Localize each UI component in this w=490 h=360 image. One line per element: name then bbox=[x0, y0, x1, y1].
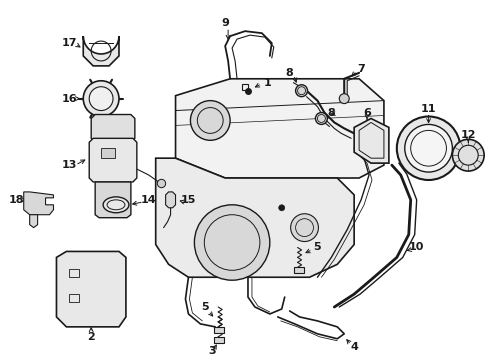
Text: 16: 16 bbox=[62, 94, 77, 104]
Polygon shape bbox=[166, 192, 175, 208]
Text: 9: 9 bbox=[221, 18, 229, 28]
Text: 1: 1 bbox=[264, 78, 271, 88]
Text: 7: 7 bbox=[357, 64, 365, 74]
Circle shape bbox=[397, 117, 460, 180]
Polygon shape bbox=[89, 138, 137, 182]
Text: 15: 15 bbox=[181, 195, 196, 205]
Circle shape bbox=[339, 94, 349, 104]
Circle shape bbox=[83, 81, 119, 117]
Text: 5: 5 bbox=[314, 243, 321, 252]
Polygon shape bbox=[95, 182, 131, 218]
Circle shape bbox=[195, 205, 270, 280]
Text: 10: 10 bbox=[409, 243, 424, 252]
Circle shape bbox=[291, 214, 318, 242]
Text: 18: 18 bbox=[9, 195, 24, 205]
Text: 2: 2 bbox=[87, 332, 95, 342]
Polygon shape bbox=[91, 114, 135, 142]
Text: 3: 3 bbox=[208, 346, 216, 356]
Text: 13: 13 bbox=[62, 160, 77, 170]
Polygon shape bbox=[83, 36, 119, 66]
Polygon shape bbox=[24, 192, 53, 215]
FancyBboxPatch shape bbox=[214, 327, 224, 333]
Circle shape bbox=[295, 85, 308, 96]
Text: 4: 4 bbox=[350, 342, 358, 352]
Polygon shape bbox=[354, 118, 389, 163]
Text: 17: 17 bbox=[62, 38, 77, 48]
Text: 5: 5 bbox=[201, 302, 209, 312]
FancyBboxPatch shape bbox=[101, 148, 115, 158]
Text: 12: 12 bbox=[461, 130, 476, 140]
Text: 11: 11 bbox=[421, 104, 436, 113]
Text: 14: 14 bbox=[141, 195, 157, 205]
Text: 8: 8 bbox=[327, 108, 335, 117]
Polygon shape bbox=[56, 251, 126, 327]
Polygon shape bbox=[175, 79, 384, 178]
Circle shape bbox=[279, 205, 285, 211]
Circle shape bbox=[191, 100, 230, 140]
Circle shape bbox=[405, 125, 452, 172]
Circle shape bbox=[452, 139, 484, 171]
Ellipse shape bbox=[103, 197, 129, 213]
Circle shape bbox=[89, 87, 113, 111]
Polygon shape bbox=[30, 215, 38, 228]
Circle shape bbox=[316, 113, 327, 125]
Text: 8: 8 bbox=[286, 68, 294, 78]
Polygon shape bbox=[156, 158, 354, 277]
Text: 6: 6 bbox=[363, 108, 371, 117]
FancyBboxPatch shape bbox=[294, 267, 303, 273]
FancyBboxPatch shape bbox=[214, 337, 224, 343]
